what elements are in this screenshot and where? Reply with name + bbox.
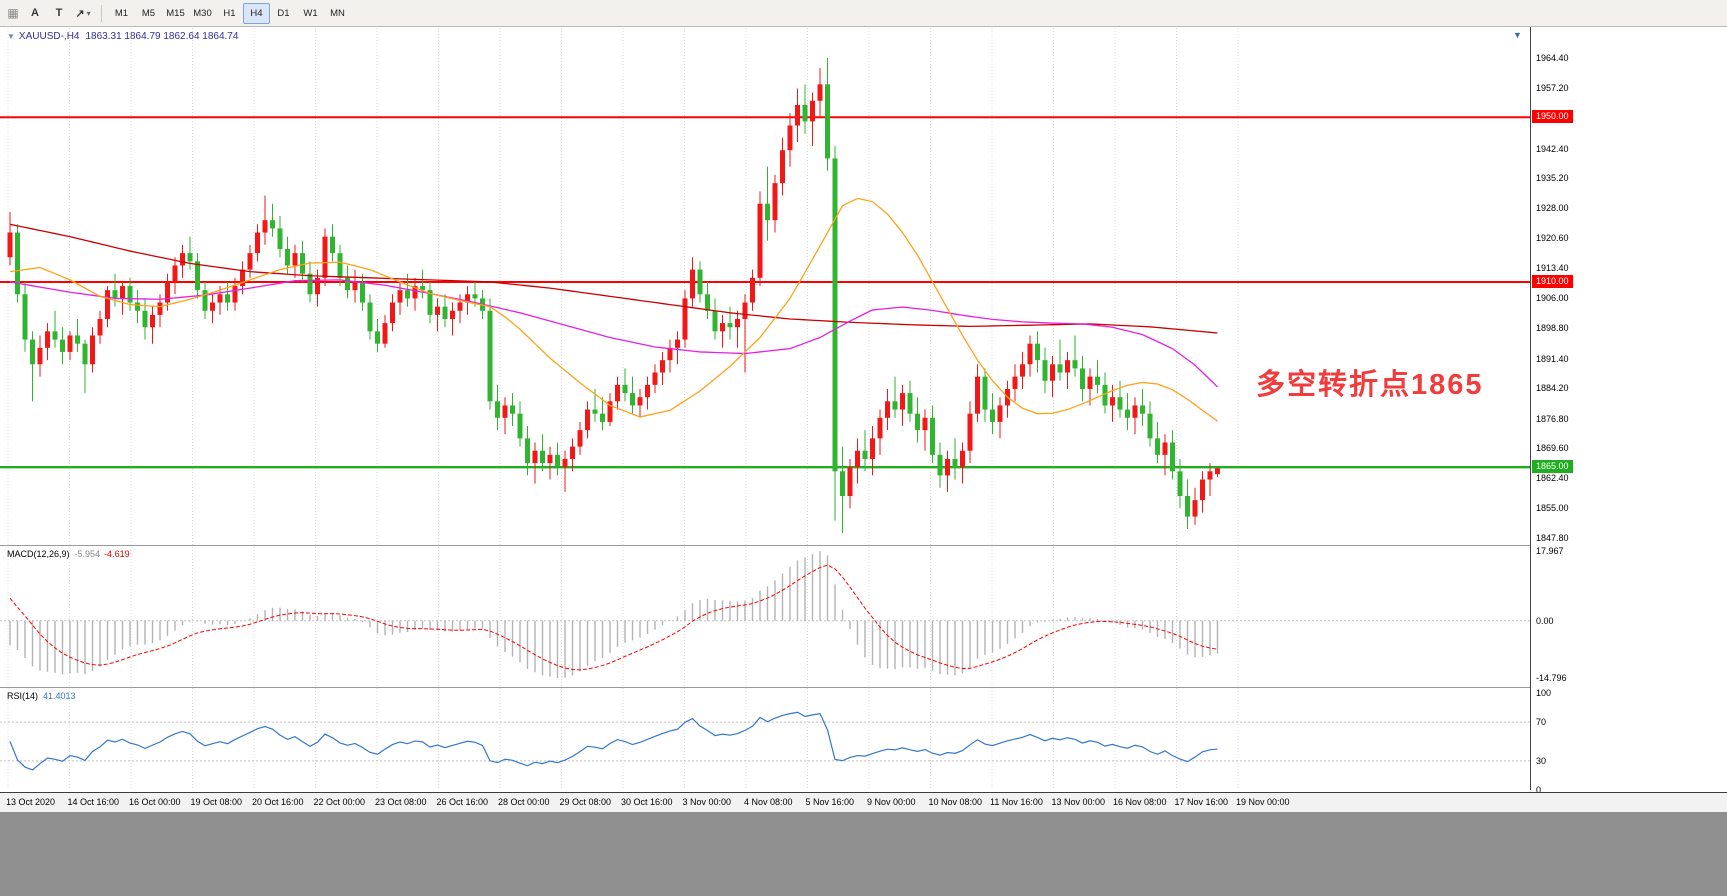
- price-tick-label: 1898.80: [1536, 323, 1569, 334]
- chevron-down-icon: ▾: [86, 8, 91, 18]
- rsi-value: 41.4013: [43, 691, 76, 701]
- price-tick-label: 1964.40: [1536, 53, 1569, 63]
- toolbar-separator: [101, 4, 102, 22]
- timeframe-mn-button[interactable]: MN: [324, 3, 351, 24]
- rsi-tick-label: 30: [1536, 755, 1547, 766]
- timeframe-m15-button[interactable]: M15: [162, 3, 189, 24]
- time-tick-label: 5 Nov 16:00: [805, 797, 855, 807]
- chart-plot-area[interactable]: [0, 27, 1531, 792]
- ma-mid-line: [9, 279, 1218, 388]
- price-tick-label: 1913.40: [1536, 262, 1569, 273]
- time-axis[interactable]: 13 Oct 2020 14 Oct 16:00 16 Oct 00:00 19 Oc…: [0, 792, 1727, 812]
- price-tick-label: 1855.00: [1536, 503, 1569, 514]
- ma-fast-line: [9, 197, 1218, 422]
- price-line-badge: 1950.00: [1532, 110, 1573, 124]
- macd-tick-label: 0.00: [1536, 615, 1554, 626]
- time-tick-label: 19 Nov 00:00: [1236, 797, 1290, 807]
- ma-slow-line: [9, 223, 1218, 334]
- price-tick-label: 1884.20: [1536, 383, 1569, 394]
- rsi-tick-label: 70: [1536, 717, 1547, 728]
- time-tick-label: 26 Oct 16:00: [436, 797, 489, 807]
- time-tick-label: 19 Oct 08:00: [190, 797, 243, 807]
- one-click-trading-icon[interactable]: ▼: [7, 32, 15, 41]
- price-tick-label: 1869.60: [1536, 443, 1569, 454]
- time-tick-label: 3 Nov 00:00: [682, 797, 732, 807]
- toolbar: ▦ A T ↗ ▾ M1 M5 M15 M30 H1 H4 D1 W1 MN: [0, 0, 1727, 27]
- toolbar-grip-icon[interactable]: ▦: [7, 6, 19, 20]
- symbol-period-label: XAUUSD-,H4: [18, 31, 80, 42]
- arrows-dropdown-button[interactable]: ↗ ▾: [71, 3, 95, 24]
- timeframe-h1-button[interactable]: H1: [216, 3, 243, 24]
- time-tick-label: 11 Nov 16:00: [990, 797, 1043, 807]
- time-tick-label: 4 Nov 08:00: [744, 797, 793, 807]
- text-label-button[interactable]: T: [47, 3, 71, 24]
- time-tick-label: 16 Oct 00:00: [129, 797, 181, 807]
- macd-tick-label: 17.967: [1536, 546, 1564, 557]
- time-tick-label: 23 Oct 08:00: [375, 797, 427, 807]
- timeframe-w1-button[interactable]: W1: [297, 3, 324, 24]
- rsi-name: RSI(14): [7, 691, 39, 701]
- time-tick-label: 17 Nov 16:00: [1174, 797, 1229, 807]
- macd-signal-value: -4.619: [104, 549, 130, 559]
- price-tick-label: 1942.40: [1536, 143, 1569, 154]
- timeframe-d1-button[interactable]: D1: [270, 3, 297, 24]
- price-tick-label: 1862.40: [1536, 472, 1569, 483]
- price-tick-label: 1876.80: [1536, 413, 1569, 424]
- candlestick-series: [7, 58, 1220, 534]
- macd-histogram: [9, 551, 1219, 679]
- time-tick-label: 13 Nov 00:00: [1051, 797, 1106, 807]
- time-tick-label: 30 Oct 16:00: [621, 797, 673, 807]
- time-tick-label: 22 Oct 00:00: [313, 797, 366, 807]
- chart-annotation-text: 多空转折点1865: [1256, 369, 1484, 401]
- price-tick-label: 1928.00: [1536, 202, 1569, 213]
- arrow-icon: ↗: [75, 7, 85, 20]
- grid-lines: [7, 28, 1239, 790]
- time-tick-label: 10 Nov 08:00: [928, 797, 983, 807]
- time-tick-label: 20 Oct 16:00: [252, 797, 304, 807]
- time-tick-label: 16 Nov 08:00: [1113, 797, 1167, 807]
- price-line-badge: 1865.00: [1532, 460, 1573, 474]
- time-tick-label: 29 Oct 08:00: [559, 797, 612, 807]
- macd-main-value: -5.954: [74, 549, 101, 559]
- timeframe-m1-button[interactable]: M1: [108, 3, 135, 24]
- timeframe-m5-button[interactable]: M5: [135, 3, 162, 24]
- price-tick-label: 1957.20: [1536, 82, 1569, 93]
- time-tick-label: 9 Nov 00:00: [867, 797, 916, 807]
- timeframe-m30-button[interactable]: M30: [189, 3, 216, 24]
- price-tick-label: 1920.60: [1536, 233, 1569, 244]
- rsi-line: [9, 711, 1218, 771]
- macd-tick-label: -14.796: [1536, 673, 1567, 684]
- macd-signal-line: [9, 564, 1218, 671]
- price-tick-label: 1935.20: [1536, 173, 1569, 184]
- time-tick-label: 28 Oct 00:00: [498, 797, 550, 807]
- chart-shift-marker-icon[interactable]: ▼: [1513, 30, 1522, 40]
- ohlc-values: 1863.31 1864.79 1862.64 1864.74: [85, 31, 239, 42]
- rsi-tick-label: 100: [1536, 688, 1552, 698]
- time-tick-label: 14 Oct 16:00: [67, 797, 120, 807]
- price-axis[interactable]: 1964.40 1957.20 1942.40 1935.20 1928.00 1920.…: [1531, 27, 1727, 795]
- rsi-tick-label: 0: [1536, 785, 1542, 795]
- text-tool-button[interactable]: A: [23, 3, 47, 24]
- timeframe-h4-button[interactable]: H4: [243, 2, 270, 24]
- rsi-indicator-label: RSI(14) 41.4013: [7, 691, 76, 701]
- window-footer: [0, 812, 1727, 896]
- macd-name: MACD(12,26,9): [7, 549, 70, 559]
- price-tick-label: 1891.40: [1536, 353, 1569, 364]
- price-tick-label: 1906.00: [1536, 293, 1569, 304]
- macd-indicator-label: MACD(12,26,9) -5.954 -4.619: [7, 549, 130, 559]
- time-tick-label: 13 Oct 2020: [6, 797, 56, 807]
- chart-title: ▼ XAUUSD-,H4 1863.31 1864.79 1862.64 1864.…: [7, 31, 238, 42]
- price-tick-label: 1847.80: [1536, 532, 1569, 543]
- price-line-badge: 1910.00: [1532, 274, 1573, 288]
